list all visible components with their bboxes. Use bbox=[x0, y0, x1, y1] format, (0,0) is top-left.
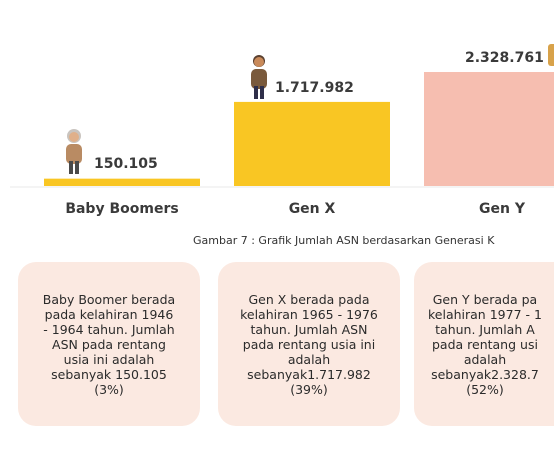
elderly-person-icon bbox=[66, 129, 82, 174]
info-card-text: Gen Y berada pa kelahiran 1977 - 1 tahun… bbox=[428, 291, 542, 397]
young-person-icon bbox=[548, 44, 554, 66]
info-card-text: Baby Boomer berada pada kelahiran 1946 -… bbox=[42, 291, 176, 397]
bar-gen-y bbox=[424, 72, 554, 186]
info-card-baby-boomers: Baby Boomer berada pada kelahiran 1946 -… bbox=[18, 262, 200, 426]
category-label-gen-y: Gen Y bbox=[479, 201, 525, 217]
value-label-baby-boomers: 150.105 bbox=[94, 156, 158, 172]
value-label-gen-y: 2.328.761 bbox=[465, 50, 544, 66]
info-card-text: Gen X berada pada kelahiran 1965 - 1976 … bbox=[240, 291, 378, 397]
bar-gen-x bbox=[234, 101, 390, 186]
figure-caption: Gambar 7 : Grafik Jumlah ASN berdasarkan… bbox=[193, 234, 495, 247]
value-label-gen-x: 1.717.982 bbox=[275, 80, 354, 96]
bar-baby-boomers bbox=[44, 178, 200, 186]
middle-aged-person-icon bbox=[251, 55, 267, 99]
category-label-baby-boomers: Baby Boomers bbox=[65, 201, 179, 217]
info-card-gen-y: Gen Y berada pa kelahiran 1977 - 1 tahun… bbox=[414, 262, 554, 426]
category-label-gen-x: Gen X bbox=[288, 201, 336, 217]
info-card-gen-x: Gen X berada pada kelahiran 1965 - 1976 … bbox=[218, 262, 400, 426]
